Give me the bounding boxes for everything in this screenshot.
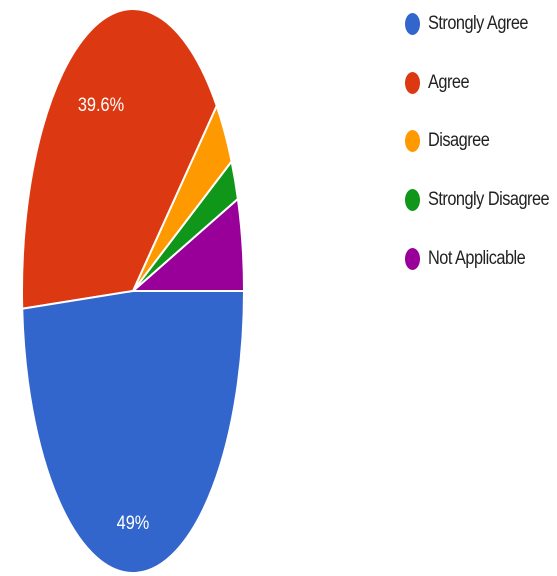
legend-item-not-applicable[interactable]: Not Applicable bbox=[405, 247, 557, 271]
legend: Strongly Agree Agree Disagree Strongly D… bbox=[405, 12, 557, 305]
legend-swatch-agree bbox=[405, 71, 420, 94]
legend-label-strongly-disagree: Strongly Disagree bbox=[428, 189, 550, 211]
pie-slice-agree[interactable] bbox=[21, 8, 218, 310]
legend-item-disagree[interactable]: Disagree bbox=[405, 129, 557, 153]
legend-swatch-not-applicable bbox=[405, 247, 420, 270]
slice-label-strongly-agree: 49% bbox=[117, 512, 150, 533]
legend-swatch-strongly-disagree bbox=[405, 189, 420, 212]
legend-item-strongly-agree[interactable]: Strongly Agree bbox=[405, 12, 557, 36]
legend-label-agree: Agree bbox=[428, 71, 470, 93]
legend-label-strongly-agree: Strongly Agree bbox=[428, 13, 528, 34]
slice-label-agree: 39.6% bbox=[78, 94, 125, 115]
pie-slice-strongly-agree[interactable] bbox=[21, 290, 245, 574]
legend-item-agree[interactable]: Agree bbox=[405, 71, 557, 95]
legend-swatch-disagree bbox=[405, 130, 420, 153]
legend-swatch-strongly-agree bbox=[405, 13, 420, 35]
legend-item-strongly-disagree[interactable]: Strongly Disagree bbox=[405, 188, 557, 212]
legend-label-not-applicable: Not Applicable bbox=[428, 247, 526, 269]
legend-label-disagree: Disagree bbox=[428, 130, 490, 152]
